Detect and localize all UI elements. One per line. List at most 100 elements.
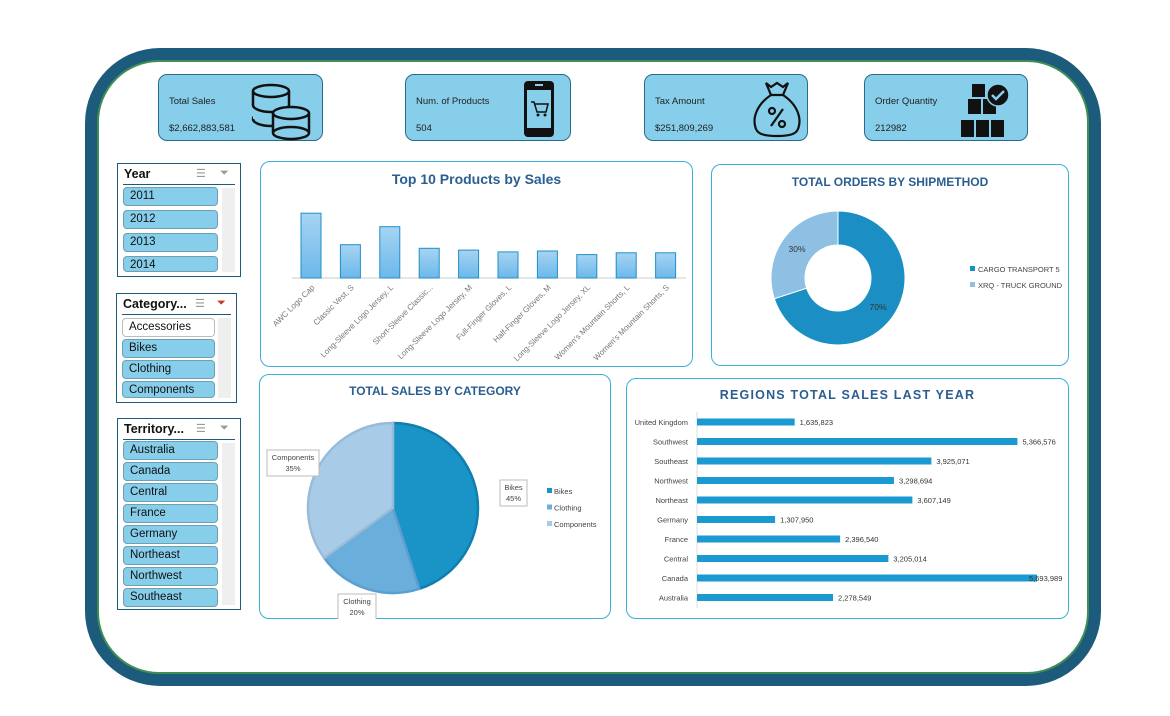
multi-select-icon[interactable]: ☰ (196, 168, 206, 180)
data-label-value: 20% (349, 608, 364, 617)
slicer-item-2014[interactable]: 2014 (123, 256, 218, 272)
slicer-item-france[interactable]: France (123, 504, 218, 523)
kpi-value: 504 (416, 123, 432, 134)
slicer-item-central[interactable]: Central (123, 483, 218, 502)
y-tick-label: Germany (657, 516, 688, 525)
slicer-item-bikes[interactable]: Bikes (122, 339, 215, 358)
scrollbar[interactable] (222, 188, 235, 272)
bar (497, 251, 519, 279)
y-tick-label: Australia (659, 594, 689, 603)
bar (300, 212, 322, 279)
boxes-check-icon (961, 83, 1010, 137)
bar (697, 574, 1037, 582)
category-slicer: Category... ☰ ⏷ Accessories Bikes Clothi… (116, 293, 237, 403)
phone-cart-icon (524, 81, 554, 137)
kpi-num-products: Num. of Products 504 (405, 74, 571, 141)
kpi-label: Tax Amount (655, 96, 705, 107)
bar (379, 226, 401, 279)
kpi-value: $251,809,269 (655, 123, 714, 134)
legend-swatch (547, 504, 552, 510)
coins-icon (251, 83, 311, 141)
legend-swatch (547, 488, 552, 493)
slicer-item-2012[interactable]: 2012 (123, 210, 218, 229)
scrollbar[interactable] (218, 318, 231, 398)
kpi-tax-amount: Tax Amount $251,809,269 (644, 74, 808, 141)
bar (697, 457, 932, 465)
y-tick-label: Central (664, 555, 689, 564)
clear-filter-icon[interactable]: ⏷ (220, 167, 229, 179)
scrollbar[interactable] (222, 443, 235, 605)
slicer-item-accessories[interactable]: Accessories (122, 318, 215, 337)
bar (697, 535, 841, 543)
regions-sales-plot: United Kingdom 1,635,823 Southwest 5,366,57… (635, 412, 1062, 608)
bar (697, 418, 795, 426)
slicer-item-southeast[interactable]: Southeast (123, 588, 218, 607)
bar (615, 252, 637, 279)
data-label: 2,278,549 (838, 594, 871, 603)
divider (123, 439, 235, 440)
divider (123, 184, 235, 185)
donut-slice (773, 210, 906, 346)
data-label: 5,693,989 (1029, 574, 1062, 583)
bar (697, 496, 913, 504)
chart-title: TOTAL SALES BY CATEGORY (349, 384, 521, 398)
x-tick-label: Long-Sleeve Logo Jersey, M (396, 283, 474, 361)
data-label: 30% (788, 244, 805, 254)
data-label: 3,205,014 (893, 555, 926, 564)
slicer-item-canada[interactable]: Canada (123, 462, 218, 481)
pie-slice (322, 505, 421, 595)
legend-swatch (970, 266, 975, 271)
y-tick-label: Southwest (653, 438, 689, 447)
clear-filter-icon[interactable]: ⏷ (217, 297, 226, 309)
x-tick-label: Classic Vest, S (312, 283, 356, 327)
slicer-item-northwest[interactable]: Northwest (123, 567, 218, 586)
data-label: 3,925,071 (936, 457, 969, 466)
slicer-item-australia[interactable]: Australia (123, 441, 218, 460)
slicer-title: Territory... (124, 422, 184, 436)
x-tick-label: Women's Mountain Shorts, L (553, 283, 632, 362)
bar (697, 555, 889, 562)
kpi-total-sales: Total Sales $2,662,883,581 (158, 74, 323, 141)
bar (536, 250, 558, 279)
bar (655, 252, 677, 279)
bar (697, 594, 834, 601)
y-tick-label: United Kingdom (635, 418, 688, 427)
bar (418, 247, 440, 279)
kpi-label: Order Quantity (875, 96, 938, 107)
slicer-item-northeast[interactable]: Northeast (123, 546, 218, 565)
slicer-item-components[interactable]: Components (122, 381, 215, 398)
legend-label: Bikes (554, 487, 573, 496)
data-label: 2,396,540 (845, 535, 878, 544)
slicer-item-2011[interactable]: 2011 (123, 187, 218, 206)
legend-label: XRQ - TRUCK GROUND (978, 281, 1063, 290)
category-sales-plot: Bikes 45% Clothing 20% Components 35% Bikes Clo… (266, 421, 597, 619)
x-tick-label: Long-Sleeve Logo Jersey, XL (512, 283, 593, 364)
y-tick-label: Southeast (654, 457, 689, 466)
data-label: 70% (869, 302, 886, 312)
data-label-box (337, 593, 377, 619)
territory-slicer: Territory... ☰ ⏷ Australia Canada Central F… (117, 418, 241, 610)
slicer-item-germany[interactable]: Germany (123, 525, 218, 544)
data-label-name: Clothing (343, 597, 371, 606)
slicer-item-clothing[interactable]: Clothing (122, 360, 215, 379)
kpi-value: $2,662,883,581 (169, 123, 236, 134)
clear-filter-icon[interactable]: ⏷ (220, 422, 229, 434)
legend-swatch (970, 282, 975, 287)
data-label: 5,366,576 (1022, 438, 1055, 447)
multi-select-icon[interactable]: ☰ (195, 298, 205, 310)
data-label-box (499, 479, 528, 507)
shipmethod-plot: 70% 30% CARGO TRANSPORT 5 XRQ - TRUCK GROUN… (770, 210, 1063, 346)
multi-select-icon[interactable]: ☰ (196, 423, 206, 435)
bar (458, 249, 480, 279)
kpi-value: 212982 (875, 123, 907, 134)
slicer-item-2013[interactable]: 2013 (123, 233, 218, 252)
divider (122, 314, 231, 315)
data-label: 1,307,950 (780, 516, 813, 525)
slicer-title: Category... (123, 297, 187, 311)
money-bag-percent-icon (753, 81, 801, 138)
legend-label: CARGO TRANSPORT 5 (978, 265, 1060, 274)
legend-swatch (547, 521, 552, 526)
bar (576, 254, 598, 279)
year-slicer: Year ☰ ⏷ 2011 2012 2013 2014 (117, 163, 241, 277)
